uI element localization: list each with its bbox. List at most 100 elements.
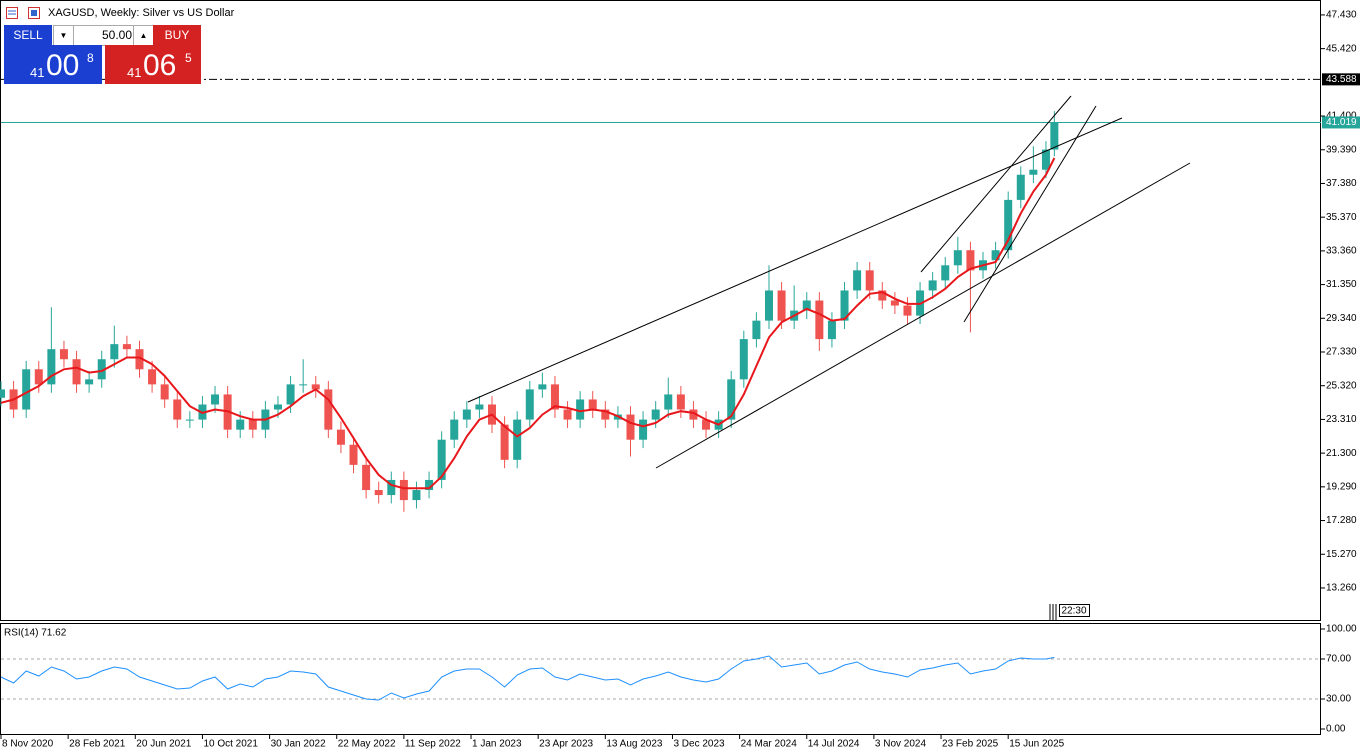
candle-body bbox=[211, 394, 220, 405]
price-label-box bbox=[1322, 116, 1360, 129]
level-label-box bbox=[1322, 73, 1360, 86]
candle-body bbox=[513, 419, 522, 460]
candle-body bbox=[47, 349, 56, 385]
candle-body bbox=[676, 394, 685, 410]
toolbar-icons[interactable] bbox=[6, 7, 40, 19]
timer: 22:30 bbox=[1049, 604, 1090, 620]
rsi-line bbox=[0, 655, 1055, 701]
candle-body bbox=[412, 490, 421, 501]
candle-body bbox=[110, 344, 119, 360]
bid-big: 00 bbox=[46, 49, 80, 82]
y-tick-label: 23.310 bbox=[1326, 414, 1357, 425]
level-label: 43.588 bbox=[1326, 74, 1357, 85]
ask-panel[interactable]: 41 06 5 bbox=[105, 45, 201, 84]
candle-body bbox=[122, 344, 131, 350]
x-tick-label: 1 Jan 2023 bbox=[472, 739, 522, 750]
y-tick-label: 13.260 bbox=[1326, 583, 1357, 594]
candle-body bbox=[286, 384, 295, 405]
candle-body bbox=[966, 250, 975, 271]
candle-body bbox=[953, 250, 962, 266]
candle-body bbox=[135, 349, 144, 370]
y-tick-label: 17.280 bbox=[1326, 515, 1357, 526]
candle-body bbox=[1016, 174, 1025, 200]
candle-body bbox=[815, 300, 824, 340]
candle-body bbox=[248, 419, 257, 430]
candle-body bbox=[425, 479, 434, 491]
trend-line bbox=[920, 95, 1072, 273]
y-tick-label: 33.360 bbox=[1326, 246, 1357, 257]
candle-body bbox=[173, 399, 182, 420]
rsi-y-tick-label: 0.00 bbox=[1326, 724, 1346, 735]
candle-body bbox=[160, 384, 169, 400]
candle-body bbox=[85, 379, 94, 385]
y-tick-label: 27.330 bbox=[1326, 347, 1357, 358]
y-tick-label: 25.320 bbox=[1326, 380, 1357, 391]
buy-button[interactable]: BUY bbox=[153, 25, 201, 45]
candle-body bbox=[299, 384, 308, 386]
candle-body bbox=[991, 250, 1000, 261]
x-tick-label: 23 Apr 2023 bbox=[539, 739, 593, 750]
candle-body bbox=[185, 419, 194, 421]
volume-down[interactable]: ▼ bbox=[53, 25, 74, 46]
rsi-y-tick-label: 100.00 bbox=[1326, 624, 1357, 635]
trend-line bbox=[467, 117, 1123, 403]
x-tick-label: 11 Sep 2022 bbox=[405, 739, 461, 750]
candle-body bbox=[764, 290, 773, 321]
candle-body bbox=[689, 409, 698, 420]
trend-line bbox=[963, 105, 1097, 323]
candle-body bbox=[538, 384, 547, 390]
rsi-y-tick-label: 30.00 bbox=[1326, 694, 1351, 705]
y-tick-label: 35.370 bbox=[1326, 212, 1357, 223]
x-tick-label: 30 Jan 2022 bbox=[271, 739, 326, 750]
x-tick-label: 10 Oct 2021 bbox=[203, 739, 258, 750]
candle-body bbox=[651, 409, 660, 420]
candle-body bbox=[827, 320, 836, 340]
volume-input[interactable]: 50.00 bbox=[73, 25, 135, 46]
candle-body bbox=[148, 369, 157, 385]
x-tick-label: 14 Jul 2024 bbox=[808, 739, 860, 750]
candle-body bbox=[550, 384, 559, 410]
candle-body bbox=[739, 339, 748, 380]
candle-body bbox=[22, 369, 31, 410]
candle-body bbox=[664, 394, 673, 410]
x-tick-label: 28 Feb 2021 bbox=[69, 739, 126, 750]
candle-body bbox=[840, 290, 849, 321]
sell-button[interactable]: SELL bbox=[4, 25, 52, 45]
x-tick-label: 3 Dec 2023 bbox=[673, 739, 725, 750]
main-frame bbox=[0, 0, 1321, 621]
rsi-frame bbox=[0, 623, 1321, 735]
x-tick-label: 13 Aug 2023 bbox=[606, 739, 663, 750]
candle-body bbox=[853, 270, 862, 291]
candle-body bbox=[752, 320, 761, 340]
x-tick-label: 3 Nov 2024 bbox=[875, 739, 927, 750]
candle-body bbox=[450, 419, 459, 440]
bid-panel[interactable]: 41 00 8 bbox=[4, 45, 102, 84]
trend-line bbox=[655, 162, 1191, 469]
y-tick-label: 37.380 bbox=[1326, 178, 1357, 189]
candle-body bbox=[97, 359, 106, 380]
bid-prefix: 41 bbox=[30, 65, 45, 80]
rsi-y-tick-label: 70.00 bbox=[1326, 654, 1351, 665]
candle-body bbox=[576, 399, 585, 420]
candle-body bbox=[1029, 169, 1038, 175]
x-tick-label: 15 Jun 2025 bbox=[1009, 739, 1064, 750]
x-tick-label: 24 Mar 2024 bbox=[741, 739, 798, 750]
candle-body bbox=[273, 404, 282, 410]
candle-body bbox=[0, 389, 6, 398]
candle-body bbox=[1041, 149, 1050, 170]
volume-up[interactable]: ▲ bbox=[133, 25, 154, 46]
bid-small: 8 bbox=[87, 51, 94, 65]
candle-body bbox=[525, 389, 534, 420]
candle-body bbox=[802, 300, 811, 311]
candle-body bbox=[387, 479, 396, 496]
candle-body bbox=[878, 290, 887, 301]
y-tick-label: 19.290 bbox=[1326, 481, 1357, 492]
candle-body bbox=[336, 429, 345, 445]
candle-body bbox=[462, 409, 471, 420]
candle-body bbox=[399, 479, 408, 501]
candle-body bbox=[437, 439, 446, 480]
rsi-title: RSI(14) 71.62 bbox=[4, 628, 67, 639]
candle-body bbox=[362, 464, 371, 491]
y-tick-label: 45.420 bbox=[1326, 43, 1357, 54]
price-label: 41.019 bbox=[1326, 117, 1357, 128]
